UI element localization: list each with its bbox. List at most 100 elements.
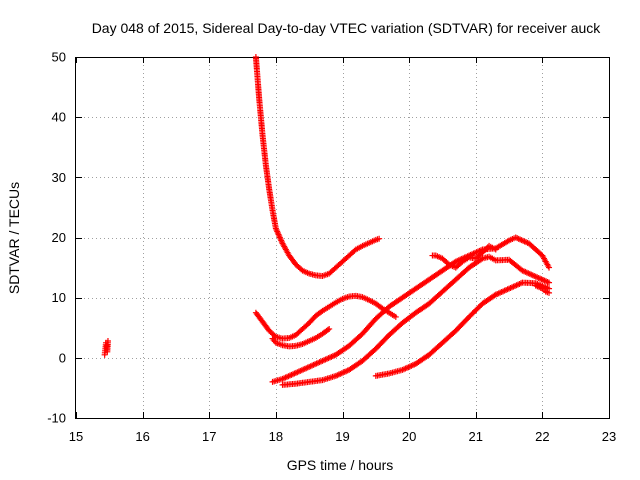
data-point: [364, 240, 371, 247]
data-point: [343, 254, 350, 261]
series-arc-3: [252, 292, 399, 342]
data-point: [437, 341, 444, 348]
y-tick-labels: -10 0 10 20 30 40 50: [47, 50, 66, 426]
x-tick-label: 21: [469, 429, 483, 444]
data-point: [304, 364, 311, 371]
data-point: [482, 246, 489, 253]
data-point: [303, 322, 310, 329]
data-point: [536, 250, 543, 257]
data-point: [357, 243, 364, 250]
y-axis-label: SDTVAR / TECUs: [6, 182, 22, 294]
data-point: [456, 260, 463, 267]
data-point: [476, 303, 483, 310]
data-point: [304, 269, 311, 276]
data-point: [370, 347, 377, 354]
data-point: [396, 296, 403, 303]
chart-title: Day 048 of 2015, Sidereal Day-to-day VTE…: [92, 20, 602, 36]
data-point: [331, 373, 338, 380]
series-arc-8: [372, 279, 553, 379]
data-point: [316, 309, 323, 316]
data-point: [537, 284, 544, 291]
data-point: [356, 359, 363, 366]
data-point: [383, 334, 390, 341]
data-point: [478, 256, 485, 263]
data-point: [311, 271, 318, 278]
y-tick-label: 50: [52, 50, 66, 65]
y-tick-label: 10: [52, 290, 66, 305]
data-point: [344, 294, 351, 301]
data-point: [357, 332, 364, 339]
data-point: [480, 248, 487, 255]
data-point: [317, 377, 324, 384]
data-point: [311, 335, 318, 342]
data-point: [410, 311, 417, 318]
y-tick-label: -10: [47, 411, 66, 426]
data-point: [336, 260, 343, 267]
data-point: [491, 245, 498, 252]
data-point: [436, 269, 443, 276]
data-point: [437, 290, 444, 297]
data-point: [318, 358, 325, 365]
data-point: [270, 331, 277, 338]
data-point: [278, 239, 285, 246]
data-point: [331, 300, 338, 307]
data-point: [264, 325, 271, 332]
data-point: [284, 335, 291, 342]
x-tick-label: 15: [69, 429, 83, 444]
data-point: [374, 236, 381, 243]
data-point: [324, 304, 331, 311]
data-point: [290, 258, 297, 265]
data-point: [337, 296, 344, 303]
data-point: [531, 272, 538, 279]
x-tick-label: 17: [202, 429, 216, 444]
x-tick-label: 20: [402, 429, 416, 444]
x-axis-label: GPS time / hours: [287, 457, 394, 473]
data-point: [516, 265, 523, 272]
x-tick-labels: 15 16 17 18 19 20 21 22 23: [69, 429, 616, 444]
data-point: [343, 344, 350, 351]
data-point: [297, 341, 304, 348]
y-tick-label: 0: [59, 350, 66, 365]
data-point: [504, 256, 511, 263]
data-point: [476, 257, 483, 264]
data-point: [423, 278, 430, 285]
data-point: [357, 293, 364, 300]
data-point: [397, 322, 404, 329]
data-point: [541, 287, 548, 294]
data-point: [391, 312, 398, 319]
plot-frame: [75, 57, 610, 419]
series-arc-2: [252, 54, 383, 280]
data-point: [450, 278, 457, 285]
data-point: [364, 296, 371, 303]
data-point: [310, 315, 317, 322]
x-tick-label: 23: [602, 429, 616, 444]
series-arc-9: [532, 282, 553, 296]
data-point: [463, 316, 470, 323]
data-point: [324, 326, 331, 333]
data-point: [370, 318, 377, 325]
x-tick-label: 16: [135, 429, 149, 444]
data-point: [476, 251, 483, 258]
data-point: [397, 367, 404, 374]
data-point: [257, 316, 264, 323]
data-point: [544, 289, 551, 296]
data-point: [304, 338, 311, 345]
data-point: [423, 353, 430, 360]
data-point: [330, 266, 337, 273]
x-tick-label: 19: [335, 429, 349, 444]
data-point: [383, 305, 390, 312]
data-point: [376, 303, 383, 310]
y-tick-label: 40: [52, 110, 66, 125]
data-point: [431, 252, 438, 259]
series-arc-5: [269, 234, 553, 385]
data-point: [490, 293, 497, 300]
data-point: [544, 278, 551, 285]
data-point: [291, 342, 298, 349]
data-point: [483, 245, 490, 252]
series-arc-7: [429, 242, 499, 271]
x-tick-label: 22: [535, 429, 549, 444]
data-point: [504, 286, 511, 293]
data-point: [277, 341, 284, 348]
x-tick-label: 18: [269, 429, 283, 444]
